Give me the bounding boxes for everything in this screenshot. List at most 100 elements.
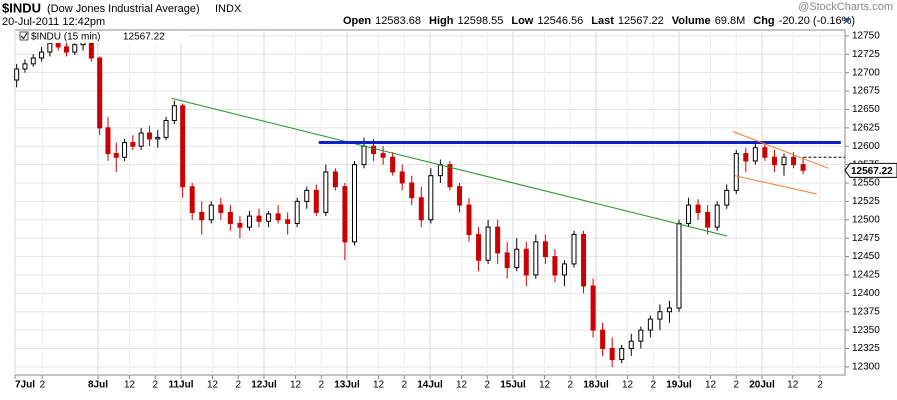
x-tick-label: 2 [817,380,823,391]
legend-last: 12567.22 [123,32,165,43]
candle-body [313,189,319,213]
candle-body [72,44,78,53]
stat-label: Low [511,15,533,27]
candle-body [456,186,462,206]
x-tick-label: 2 [401,380,407,391]
y-tick-label: 12625 [852,122,880,133]
x-tick-label: 18Jul [583,380,609,391]
candle-body [762,147,768,158]
candle-body [97,57,103,129]
candle-body [199,211,205,221]
candle-body [752,147,758,162]
x-tick-label: 12 [539,380,551,391]
candle-body [447,164,453,188]
candle-body [628,340,634,350]
stat-label: Chg [753,15,774,27]
y-tick-label: 12700 [852,67,880,78]
candle-body [88,41,94,59]
y-tick-label: 12450 [852,251,880,262]
candle-body [105,127,111,155]
stat-label: High [429,15,454,27]
symbol: $INDU [2,0,41,15]
stat-value: 12567.22 [618,15,664,27]
y-tick-label: 12725 [852,49,880,60]
candle-body [237,222,243,228]
x-tick-label: 12 [207,380,219,391]
candle-body [22,63,28,70]
candle-body [380,153,386,158]
annotation-line [734,175,817,195]
candle-body [30,57,36,65]
y-tick-label: 12300 [852,362,880,373]
x-tick-label: 12 [290,380,302,391]
candle-body [155,136,161,140]
candle-body [256,215,262,222]
y-tick-label: 12750 [852,31,880,42]
candle-body [771,156,777,166]
check-icon [20,32,28,40]
candle-body [705,211,711,228]
x-tick-label: 8Jul [88,380,108,391]
annotation-line [732,131,829,169]
x-tick-label: 2 [152,380,158,391]
x-tick-label: 14Jul [417,380,443,391]
x-tick-label: 12 [787,380,799,391]
x-tick-label: 2 [650,380,656,391]
candle-body [332,171,338,188]
candle-body [600,329,606,350]
exchange: INDX [215,3,242,15]
x-tick-label: 2 [733,380,739,391]
candle-body [485,226,491,261]
candle-body [146,132,152,140]
candle-body [55,42,61,48]
legend-check[interactable] [19,31,29,41]
candle-body [657,311,663,320]
candle-body [361,145,367,166]
y-tick-label: 12425 [852,270,880,281]
candle-body [371,145,377,155]
candle-body [647,318,653,331]
candle-body [304,189,310,202]
candle-body [63,46,69,53]
x-tick-label: 12 [705,380,717,391]
x-tick-label: 2 [235,380,241,391]
candle-body [561,263,567,276]
candle-body [590,285,596,331]
candle-body [39,51,45,59]
candle-body [638,329,644,342]
candle-body [409,182,415,199]
stat-label: Last [591,15,614,27]
candle-body [743,153,749,162]
stat-value: 69.8M [715,15,746,27]
y-tick-label: 12650 [852,104,880,115]
candle-body [428,175,434,221]
y-tick-label: 12350 [852,325,880,336]
last-price-tag [844,162,897,178]
x-tick-label: 15Jul [500,380,526,391]
candle-body [208,204,214,221]
candle-body [113,153,119,158]
x-tick-label: 2 [484,380,490,391]
candle-body [476,233,482,261]
candle-body [523,248,529,276]
candle-body [686,204,692,224]
candle-body [504,252,510,269]
stat-label: Open [343,15,371,27]
candle-body [275,213,281,221]
legend-box [19,31,189,43]
y-tick-label: 12325 [852,343,880,354]
candle-body [189,186,195,213]
menu-arrow[interactable] [843,18,851,23]
candle-body [495,226,501,254]
candle-body [733,153,739,191]
annotation-line [171,97,728,237]
candle-body [552,256,558,276]
candle-body [47,42,53,53]
brand: @StockCharts.com [798,1,893,13]
candle-body [130,142,136,147]
x-tick-label: 20Jul [749,380,775,391]
x-tick-label: 2 [40,380,46,391]
y-tick-label: 12550 [852,178,880,189]
